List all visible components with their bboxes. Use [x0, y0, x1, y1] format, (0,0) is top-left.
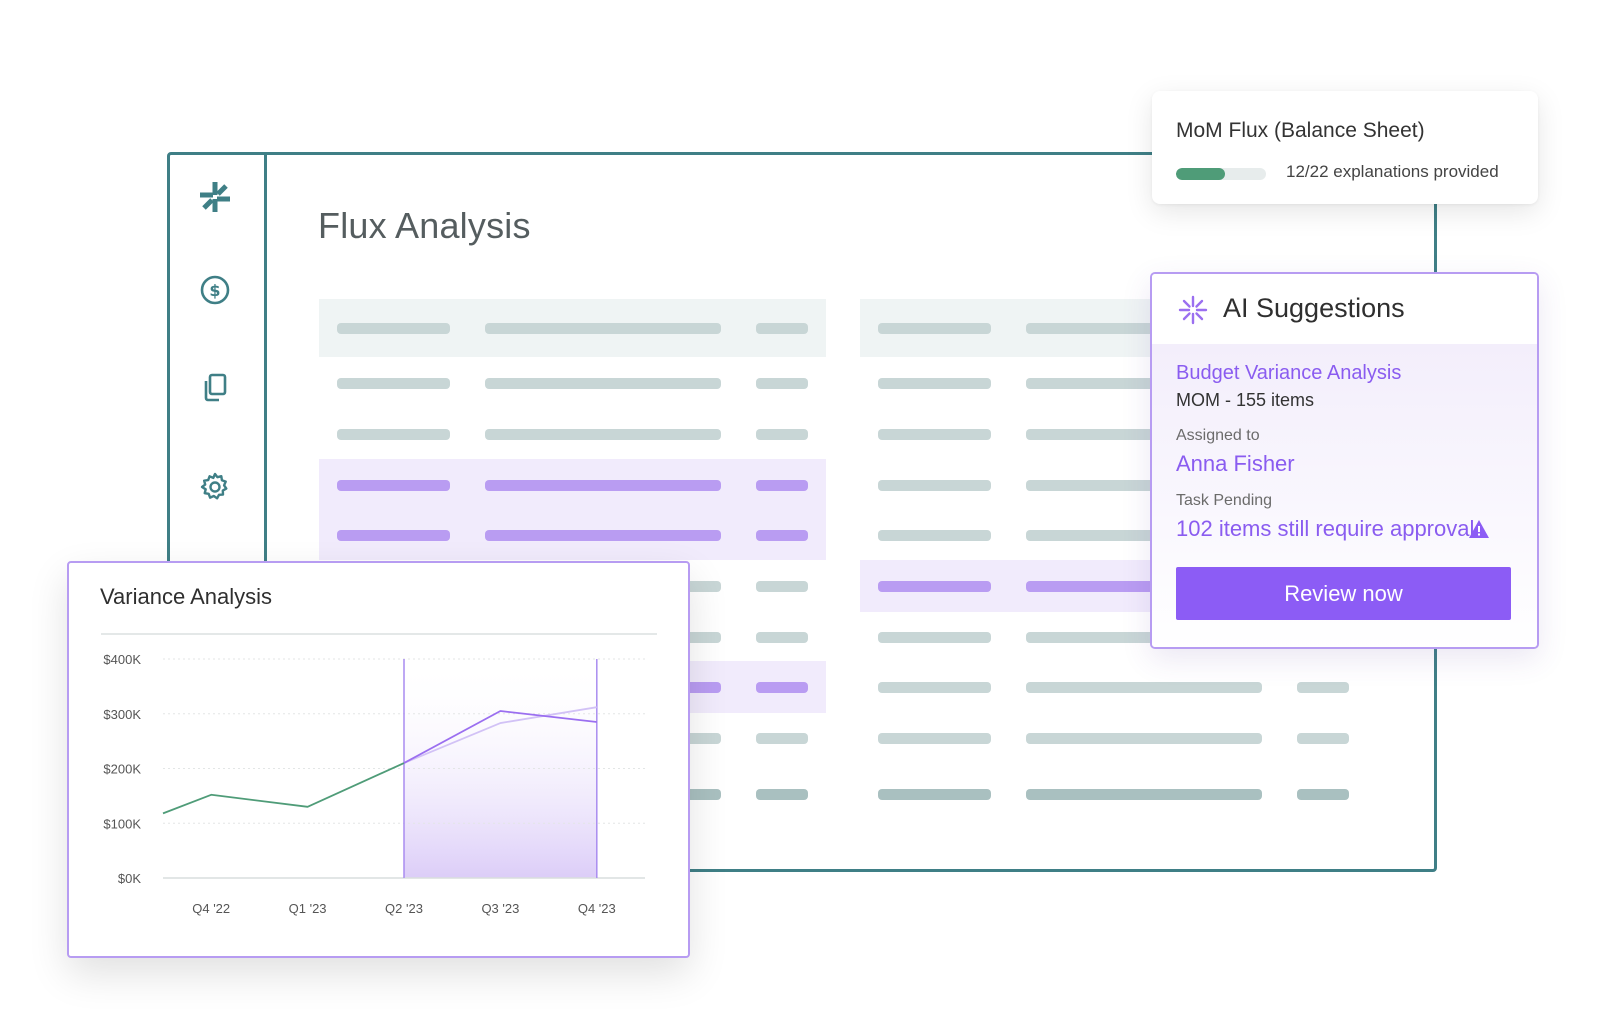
x-tick-label: Q3 '23	[481, 901, 519, 916]
table-row[interactable]	[319, 712, 826, 764]
x-tick-label: Q4 '22	[192, 901, 230, 916]
ai-suggestions-card: AI Suggestions Budget Variance Analysis …	[1150, 272, 1539, 649]
assigned-label: Assigned to	[1176, 427, 1260, 444]
review-now-button[interactable]: Review now	[1176, 567, 1511, 620]
warning-icon	[1468, 519, 1490, 539]
variance-line-chart: $400K $300K $200K $100K $0K Q4 '22 Q1 '23 Q2 '2…	[103, 652, 645, 916]
table-row[interactable]	[319, 611, 826, 663]
table-row[interactable]	[860, 763, 1380, 815]
table-row[interactable]	[860, 661, 1380, 713]
series-line	[403, 706, 597, 764]
ai-suggestions-title: AI Suggestions	[1223, 293, 1405, 323]
x-tick-label: Q4 '23	[578, 901, 616, 916]
task-pending-label: Task Pending	[1176, 492, 1273, 509]
table-row[interactable]	[860, 408, 1380, 460]
y-tick-label: $300K	[103, 707, 141, 722]
table-header-row	[319, 299, 826, 357]
page-title: Flux Analysis	[318, 205, 531, 246]
table-row-highlighted[interactable]	[319, 459, 826, 560]
table-row[interactable]	[319, 357, 826, 409]
assignee-name[interactable]: Anna Fisher	[1176, 451, 1295, 476]
budget-variance-link[interactable]: Budget Variance Analysis	[1176, 362, 1402, 384]
explanations-progress-bar	[1176, 168, 1266, 180]
table-row[interactable]	[860, 712, 1380, 764]
y-tick-label: $0K	[118, 871, 141, 886]
analysis-meta: MOM - 155 items	[1176, 390, 1315, 410]
explanations-status: 12/22 explanations provided	[1286, 162, 1499, 181]
divider	[101, 633, 657, 635]
series-line	[162, 762, 405, 815]
mom-flux-title: MoM Flux (Balance Sheet)	[1176, 119, 1425, 142]
x-tick-label: Q1 '23	[289, 901, 327, 916]
table-row[interactable]	[319, 763, 826, 815]
ai-suggestion-body: Budget Variance Analysis MOM - 155 items…	[1152, 344, 1537, 647]
y-tick-label: $100K	[103, 816, 141, 831]
variance-title: Variance Analysis	[100, 584, 273, 609]
table-row[interactable]	[860, 509, 1380, 561]
svg-text:$: $	[209, 281, 220, 300]
mom-flux-card[interactable]: MoM Flux (Balance Sheet) 12/22 explanati…	[1152, 91, 1538, 204]
y-tick-label: $200K	[103, 762, 141, 777]
task-pending-value[interactable]: 102 items still require approval	[1176, 516, 1475, 541]
highlight-band	[404, 659, 597, 878]
copy-documents-icon[interactable]	[197, 370, 233, 406]
table-row[interactable]	[319, 560, 826, 612]
series-line	[403, 710, 597, 764]
table-row[interactable]	[319, 408, 826, 460]
explanations-progress-fill	[1176, 168, 1226, 180]
sidebar: $	[170, 155, 267, 869]
variance-analysis-card: Variance Analysis $400K $300K $200K $100K $0…	[67, 561, 690, 958]
y-tick-label: $400K	[103, 652, 141, 667]
gear-icon[interactable]	[197, 469, 233, 505]
table-row[interactable]	[860, 459, 1380, 511]
table-row[interactable]	[860, 357, 1380, 409]
table-row[interactable]	[860, 611, 1380, 663]
asterisk-logo-icon[interactable]	[197, 179, 233, 215]
x-tick-label: Q2 '23	[385, 901, 423, 916]
ai-suggestions-header: AI Suggestions	[1152, 274, 1537, 344]
sparkle-icon	[1178, 295, 1208, 325]
dollar-circle-icon[interactable]: $	[197, 272, 233, 308]
